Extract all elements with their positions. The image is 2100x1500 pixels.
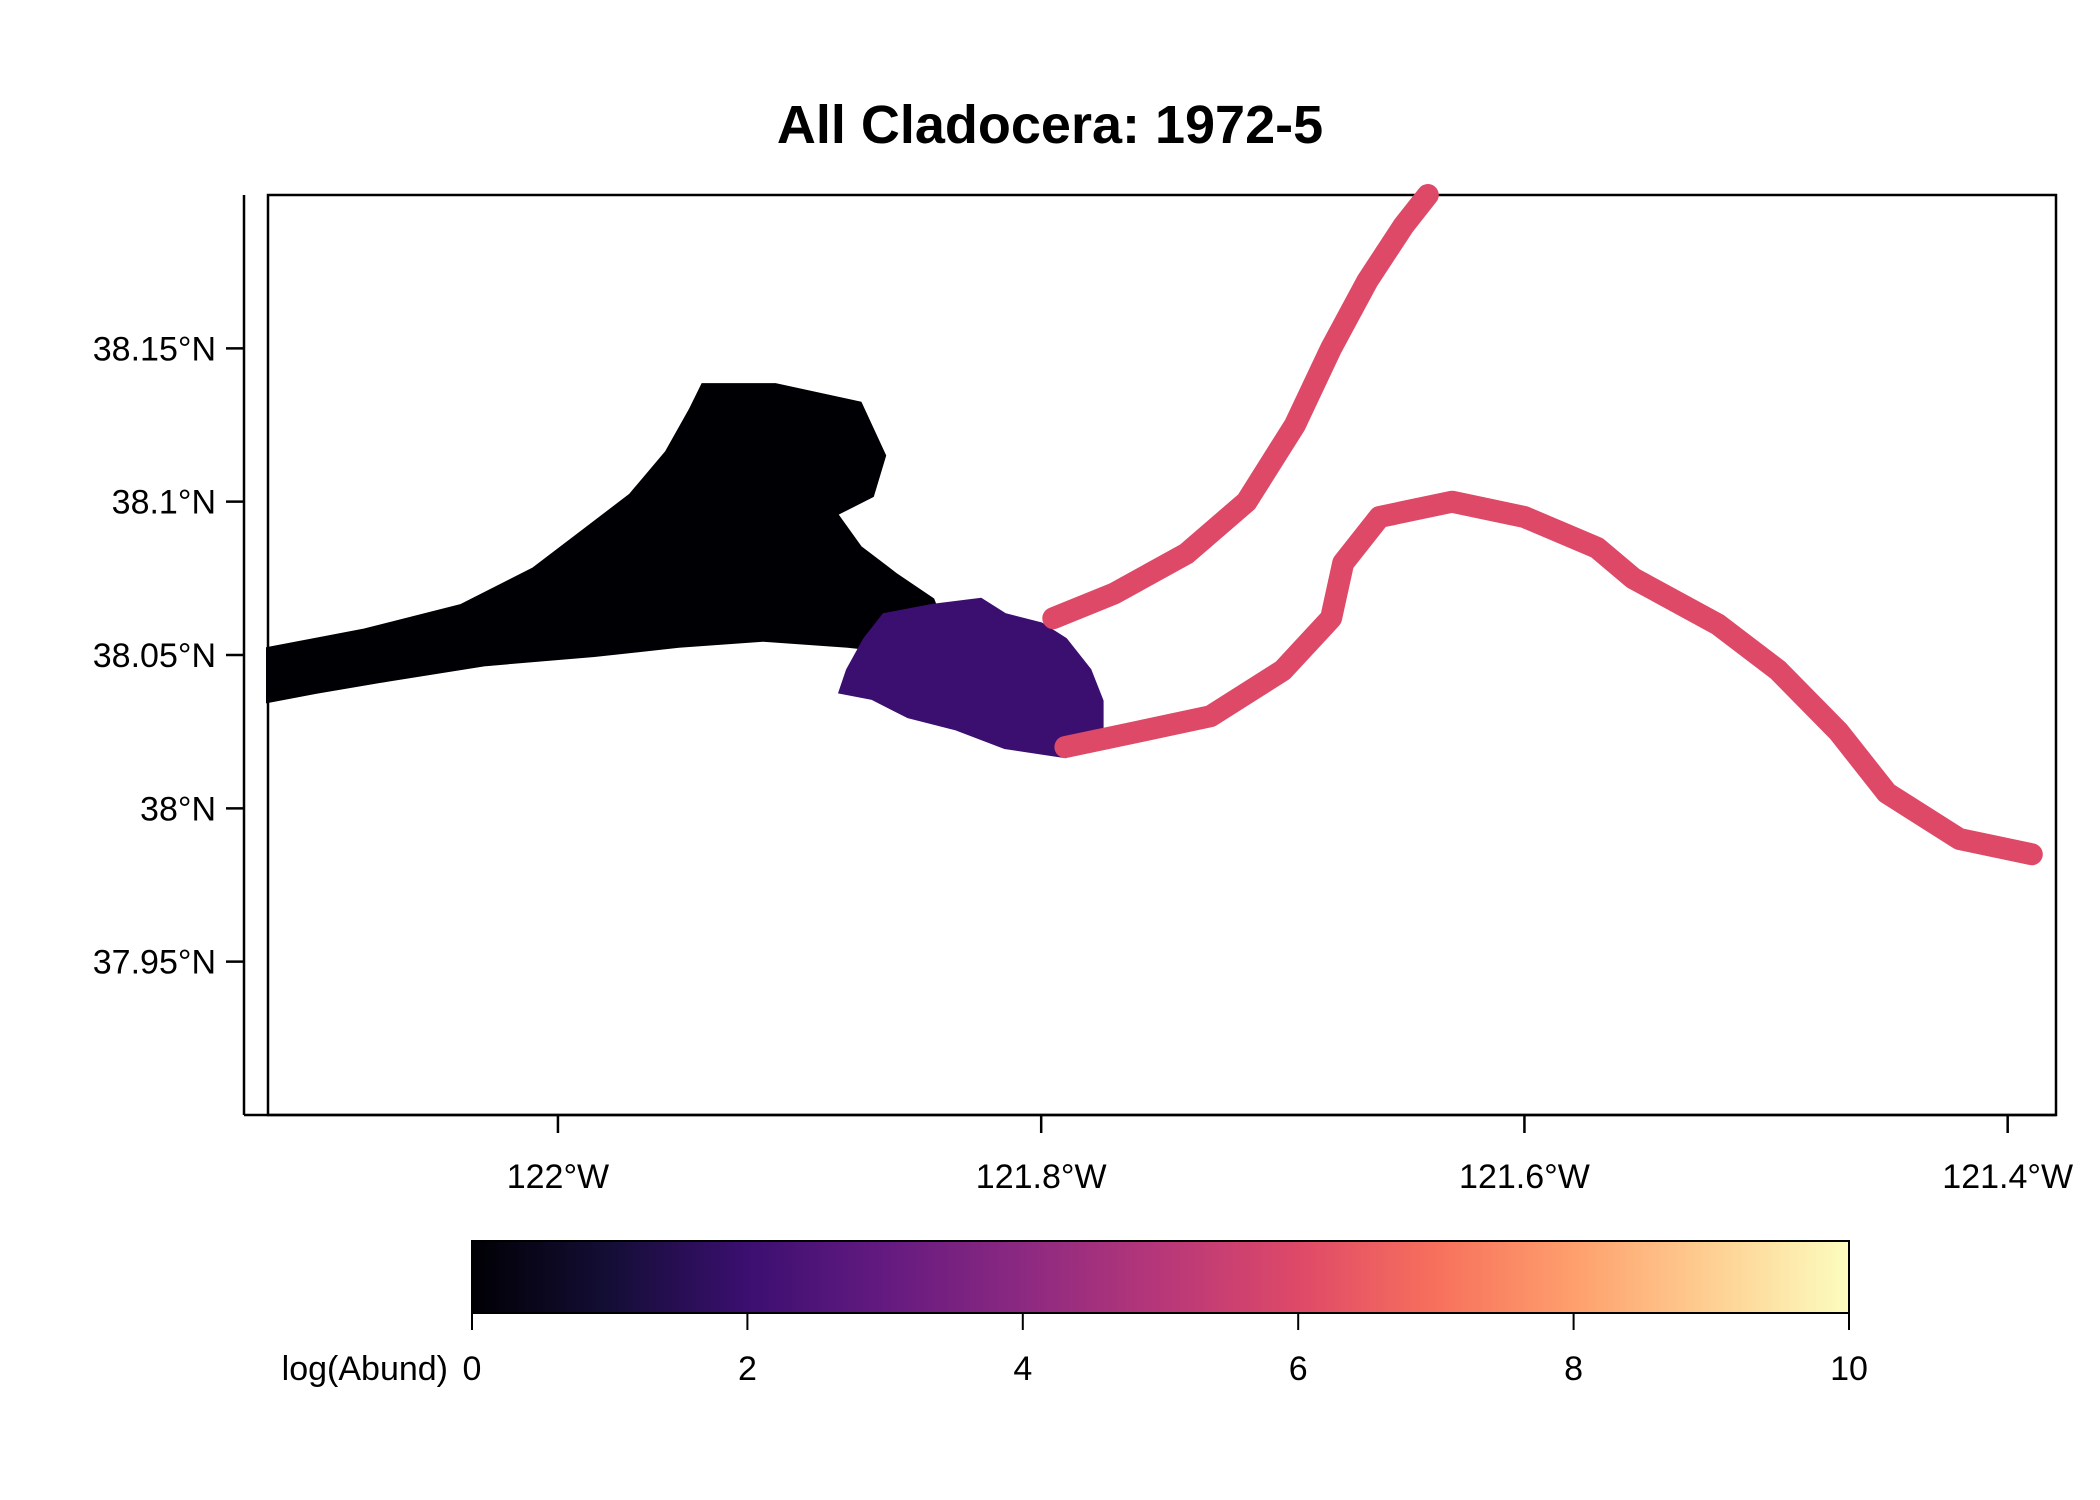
lon-tick-label: 121.6°W	[1459, 1158, 1590, 1196]
lat-tick-label: 38.1°N	[112, 484, 216, 522]
legend: log(Abund) 0 2 4 6 8 10	[282, 1240, 1868, 1388]
legend-color-bar	[471, 1240, 1850, 1314]
longitude-axis: 122°W 121.8°W 121.6°W 121.4°W	[244, 1113, 2073, 1196]
legend-title: log(Abund)	[282, 1350, 448, 1388]
lat-tick-label: 38.05°N	[93, 637, 216, 675]
map-title: All Cladocera: 1972-5	[777, 95, 1323, 155]
lat-tick-label: 38.15°N	[93, 330, 216, 368]
lon-tick-label: 121.8°W	[976, 1158, 1107, 1196]
map-region-western-bay	[266, 383, 947, 704]
lat-tick-label: 38°N	[140, 790, 216, 828]
lat-tick-label: 37.95°N	[93, 944, 216, 982]
latitude-axis: 38.15°N 38.1°N 38.05°N 38°N 37.95°N	[93, 195, 246, 1115]
map-region-san-joaquin-channel	[1054, 490, 2043, 866]
legend-tick-label: 8	[1564, 1350, 1583, 1388]
lon-tick-label: 121.4°W	[1942, 1158, 2073, 1196]
legend-tick-label: 0	[463, 1350, 482, 1388]
legend-tick-label: 4	[1013, 1350, 1032, 1388]
legend-tick-label: 10	[1830, 1350, 1868, 1388]
legend-tick-label: 2	[738, 1350, 757, 1388]
map-region-sacramento-channel	[1042, 184, 1439, 630]
map-raster	[266, 184, 2043, 866]
map-region-central-delta	[837, 597, 1104, 759]
legend-tick-label: 6	[1289, 1350, 1308, 1388]
lon-tick-label: 122°W	[507, 1158, 609, 1196]
